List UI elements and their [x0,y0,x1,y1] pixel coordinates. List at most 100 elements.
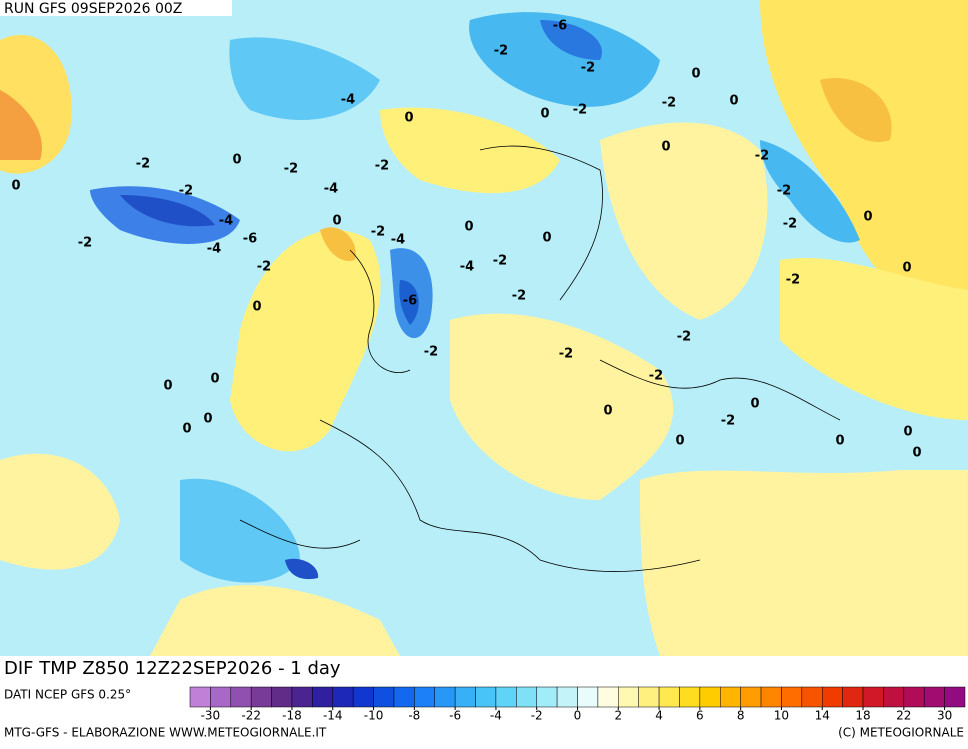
contour-label: 0 [540,107,549,122]
title-strip [0,656,968,682]
contour-label: -6 [403,294,417,309]
colorbar-label: 14 [815,709,830,723]
colorbar-label: -6 [449,709,461,723]
contour-label: 0 [729,94,738,109]
contour-label: -2 [493,254,507,269]
colorbar-label: 18 [855,709,870,723]
colorbar-swatch [638,686,660,708]
colorbar-label: -18 [282,709,302,723]
colorbar-swatch [210,686,232,708]
footer-right: (C) METEOGIORNALE [838,726,964,740]
contour-label: 0 [603,404,612,419]
contour-label: -2 [649,369,663,384]
contour-label: 0 [661,140,670,155]
contour-label: 0 [252,300,261,315]
run-box [0,0,232,16]
contour-label: -2 [284,162,298,177]
contour-label: -2 [257,260,271,275]
contour-label: -6 [243,232,257,247]
contour-label: -2 [424,345,438,360]
colorbar-label: -2 [531,709,543,723]
contour-label: -2 [559,347,573,362]
colorbar-swatch [597,686,619,708]
colorbar-swatch [679,686,701,708]
temperature-field [0,0,968,656]
data-source: DATI NCEP GFS 0.25° [4,688,131,702]
colorbar-swatch [189,686,211,708]
colorbar-swatch [720,686,741,708]
colorbar-swatch [454,686,476,708]
contour-label: -2 [512,289,526,304]
contour-label: -2 [777,184,791,199]
contour-label: 0 [163,379,172,394]
colorbar-label: 10 [774,709,789,723]
colorbar-swatch [332,686,354,708]
contour-label: -2 [573,103,587,118]
contour-label: 0 [210,372,219,387]
colorbar-swatch [801,686,823,708]
contour-label: -6 [553,19,567,34]
contour-label: -2 [494,44,508,59]
colorbar-swatch [414,686,435,708]
colorbar-label: 6 [696,709,704,723]
contour-label: -2 [755,149,769,164]
colorbar-swatch [271,686,293,708]
contour-label: 0 [182,422,191,437]
colorbar-label: -22 [241,709,261,723]
colorbar-swatch [393,686,415,708]
contour-label: 0 [912,446,921,461]
coastlines [239,145,841,572]
colorbar-swatch [250,686,272,708]
contour-label: 0 [902,261,911,276]
contour-label: 0 [863,210,872,225]
contour-label: 0 [542,231,551,246]
colorbar-swatch [475,686,497,708]
colorbar-swatch [352,686,374,708]
colorbar-swatch [781,686,803,708]
map-title: DIF TMP Z850 12Z22SEP2026 - 1 day [4,658,341,679]
colorbar-swatch [618,686,639,708]
contour-label: 0 [332,214,341,229]
footer-left: MTG-GFS - ELABORAZIONE WWW.METEOGIORNALE… [4,726,327,740]
colorbar-swatch [903,686,925,708]
colorbar-label: 4 [655,709,663,723]
colorbar-swatch [944,686,966,708]
contour-label: 0 [11,179,20,194]
contour-label: -4 [391,233,405,248]
colorbar-label: 22 [896,709,911,723]
colorbar-label: 0 [574,709,582,723]
contour-label: 0 [464,220,473,235]
contour-label: -4 [207,242,221,257]
colorbar-label: 30 [937,709,952,723]
colorbar-swatch [699,686,721,708]
colorbar-label: -10 [364,709,384,723]
colorbar-swatch [230,686,252,708]
colorbar-label: -8 [408,709,420,723]
contour-label: -2 [721,414,735,429]
colorbar-swatch [373,686,395,708]
contour-label: 0 [750,397,759,412]
contour-label: -4 [460,260,474,275]
contour-label: 0 [691,67,700,82]
colorbar-swatch [740,686,762,708]
contour-label: -2 [179,184,193,199]
contour-label: 0 [203,412,212,427]
colorbar-label: 8 [737,709,745,723]
contour-label: -4 [219,214,233,229]
colorbar-swatch [760,686,782,708]
contour-label: -2 [371,225,385,240]
colorbar-swatch [862,686,884,708]
contour-label: 0 [835,434,844,449]
contour-label: -2 [78,236,92,251]
colorbar-swatch [536,686,558,708]
colorbar-swatch [658,686,680,708]
contour-label: -2 [581,61,595,76]
colorbar-swatch [577,686,599,708]
contour-label: -2 [786,273,800,288]
contour-label: 0 [675,434,684,449]
colorbar-swatch [556,686,578,708]
colorbar-label: -4 [490,709,502,723]
contour-label: -2 [662,96,676,111]
